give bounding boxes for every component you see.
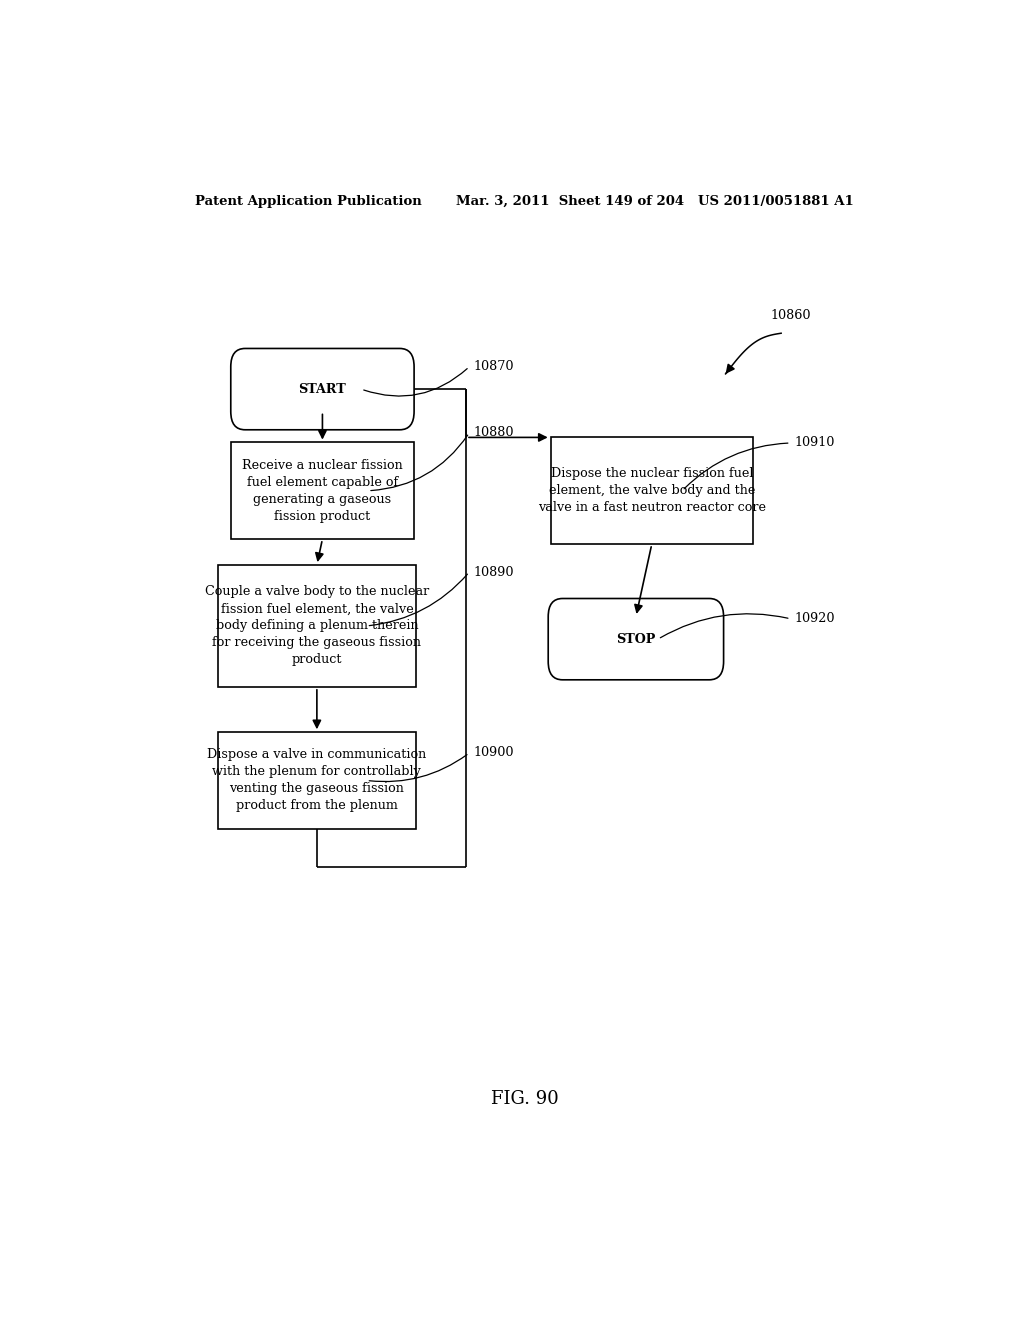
Text: FIG. 90: FIG. 90 — [490, 1089, 559, 1107]
Text: Receive a nuclear fission
fuel element capable of
generating a gaseous
fission p: Receive a nuclear fission fuel element c… — [242, 459, 402, 523]
Text: Mar. 3, 2011  Sheet 149 of 204   US 2011/0051881 A1: Mar. 3, 2011 Sheet 149 of 204 US 2011/00… — [457, 194, 854, 207]
Text: 10920: 10920 — [795, 612, 836, 626]
Bar — [218, 733, 416, 829]
Bar — [218, 565, 416, 686]
Text: START: START — [299, 383, 346, 396]
Text: 10890: 10890 — [473, 565, 514, 578]
Text: 10880: 10880 — [473, 426, 514, 440]
Text: Couple a valve body to the nuclear
fission fuel element, the valve
body defining: Couple a valve body to the nuclear fissi… — [205, 586, 429, 667]
FancyBboxPatch shape — [548, 598, 724, 680]
Text: Dispose the nuclear fission fuel
element, the valve body and the
valve in a fast: Dispose the nuclear fission fuel element… — [538, 467, 766, 515]
Text: 10860: 10860 — [771, 309, 811, 322]
Text: Patent Application Publication: Patent Application Publication — [196, 194, 422, 207]
Text: Dispose a valve in communication
with the plenum for controllably
venting the ga: Dispose a valve in communication with th… — [207, 748, 427, 812]
Text: 10870: 10870 — [473, 360, 514, 374]
Text: STOP: STOP — [616, 632, 655, 645]
Bar — [231, 442, 414, 539]
Text: 10900: 10900 — [473, 747, 514, 759]
Text: 10910: 10910 — [795, 437, 835, 450]
FancyBboxPatch shape — [230, 348, 414, 430]
Bar — [551, 437, 753, 544]
